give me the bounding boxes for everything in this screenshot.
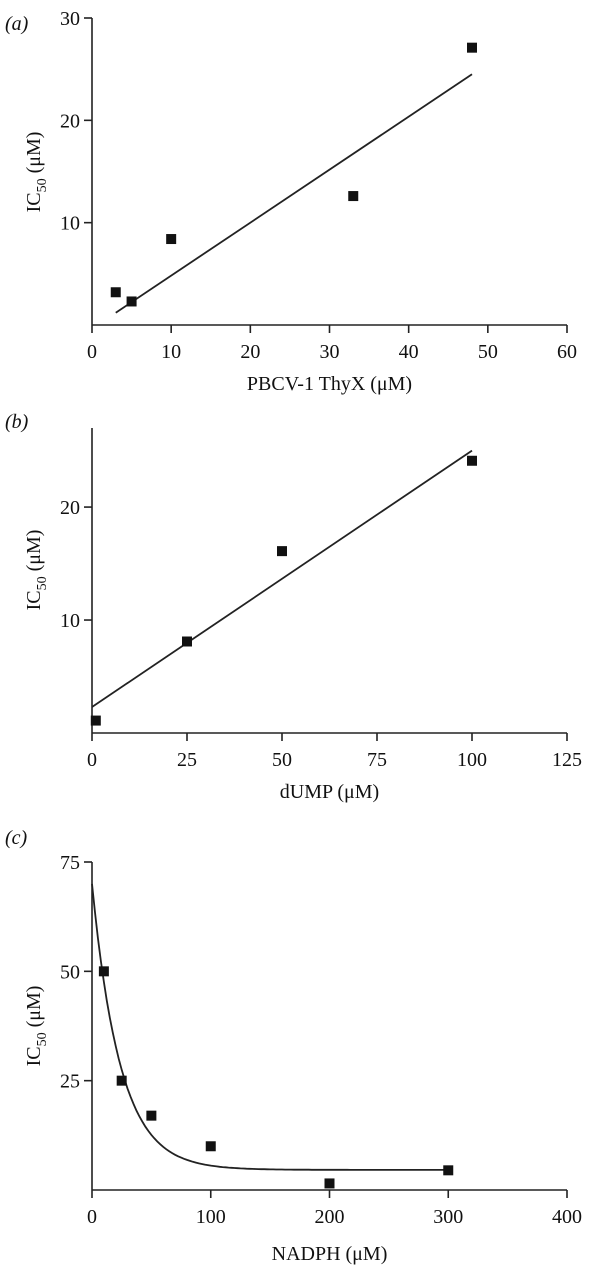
- x-tick-label: 100: [196, 1206, 226, 1228]
- x-tick-label: 30: [320, 341, 340, 363]
- x-tick-label: 50: [478, 341, 498, 363]
- y-axis-label-unit: (μM): [23, 530, 45, 577]
- data-point-a-5: [467, 42, 477, 53]
- y-axis-label-unit: (μM): [23, 986, 45, 1033]
- y-axis-label: IC50 (μM): [23, 132, 50, 213]
- data-point-c-6: [443, 1165, 454, 1176]
- x-tick-label: 125: [552, 749, 582, 771]
- data-point-b-2: [182, 636, 192, 647]
- y-tick-label: 10: [60, 610, 80, 632]
- axes-b: [84, 428, 568, 741]
- y-tick-label: 30: [60, 8, 80, 30]
- data-point-c-5: [324, 1178, 335, 1189]
- x-tick-label: 75: [367, 749, 387, 771]
- data-point-b-1: [90, 715, 101, 726]
- y-tick-label: 20: [60, 497, 80, 519]
- x-axis-label: PBCV-1 ThyX (μM): [247, 373, 412, 395]
- x-tick-label: 40: [399, 341, 419, 363]
- fit-line: [115, 73, 473, 314]
- chart-panel-a: (a) 0 10 20 30 40 50 60 10 20 30 PBCV-1 ThyX (μM) IC…: [0, 0, 590, 410]
- data-point-c-1: [98, 966, 109, 977]
- x-tick-label: 60: [557, 341, 577, 363]
- y-axis-label: IC50 (μM): [23, 986, 50, 1067]
- y-axis-label-main: IC: [23, 1046, 45, 1066]
- y-tick-label: 10: [60, 213, 80, 235]
- x-tick-label: 0: [87, 1206, 97, 1228]
- y-axis-label: IC50 (μM): [23, 530, 50, 611]
- data-point-c-4: [205, 1141, 216, 1152]
- y-axis-label-main: IC: [23, 590, 45, 610]
- axes-c: [84, 861, 568, 1198]
- x-tick-label: 50: [272, 749, 292, 771]
- data-point-a-2: [126, 296, 137, 307]
- data-point-a-4: [348, 191, 359, 202]
- data-point-b-3: [277, 546, 287, 557]
- data-point-a-3: [166, 234, 177, 245]
- x-axis-label: dUMP (μM): [280, 781, 379, 803]
- data-point-c-3: [146, 1110, 157, 1121]
- panel-label-c: (c): [5, 827, 28, 849]
- y-axis-label-sub: 50: [35, 1032, 50, 1046]
- x-tick-label: 400: [552, 1206, 582, 1228]
- y-axis-label-unit: (μM): [23, 132, 45, 179]
- x-tick-label: 200: [315, 1206, 345, 1228]
- y-tick-label: 50: [60, 961, 80, 983]
- panel-label-a: (a): [5, 13, 29, 35]
- y-tick-label: 20: [60, 110, 80, 132]
- y-tick-label: 75: [60, 852, 80, 874]
- x-tick-label: 300: [433, 1206, 463, 1228]
- x-tick-label: 20: [240, 341, 260, 363]
- x-tick-label: 0: [87, 749, 97, 771]
- x-tick-label: 100: [457, 749, 487, 771]
- scatter-chart-a: (a) 0 10 20 30 40 50 60 10 20 30 PBCV-1 ThyX (μM) IC…: [5, 8, 577, 395]
- y-tick-label: 25: [60, 1071, 80, 1093]
- x-axis-label: NADPH (μM): [272, 1243, 388, 1265]
- axes-a: [84, 17, 568, 333]
- panel-label-b: (b): [5, 411, 29, 433]
- chart-panel-c: (c) 0 100 200 300 400 25 50 75 NADPH (μM) IC50 (μM…: [0, 827, 590, 1272]
- x-tick-label: 0: [87, 341, 97, 363]
- y-axis-label-sub: 50: [35, 576, 50, 590]
- x-tick-label: 10: [161, 341, 181, 363]
- data-point-a-1: [110, 287, 121, 298]
- y-axis-label-sub: 50: [35, 178, 50, 192]
- fit-line: [91, 449, 473, 708]
- y-axis-label-main: IC: [23, 192, 45, 212]
- data-point-c-2: [116, 1075, 127, 1086]
- x-tick-label: 25: [177, 749, 197, 771]
- data-point-b-4: [467, 455, 477, 466]
- fit-curve: [91, 883, 449, 1171]
- chart-panel-b: (b) 0 25 50 75 100 125 10 20 dUMP (μM) IC50 (μM): [0, 410, 590, 830]
